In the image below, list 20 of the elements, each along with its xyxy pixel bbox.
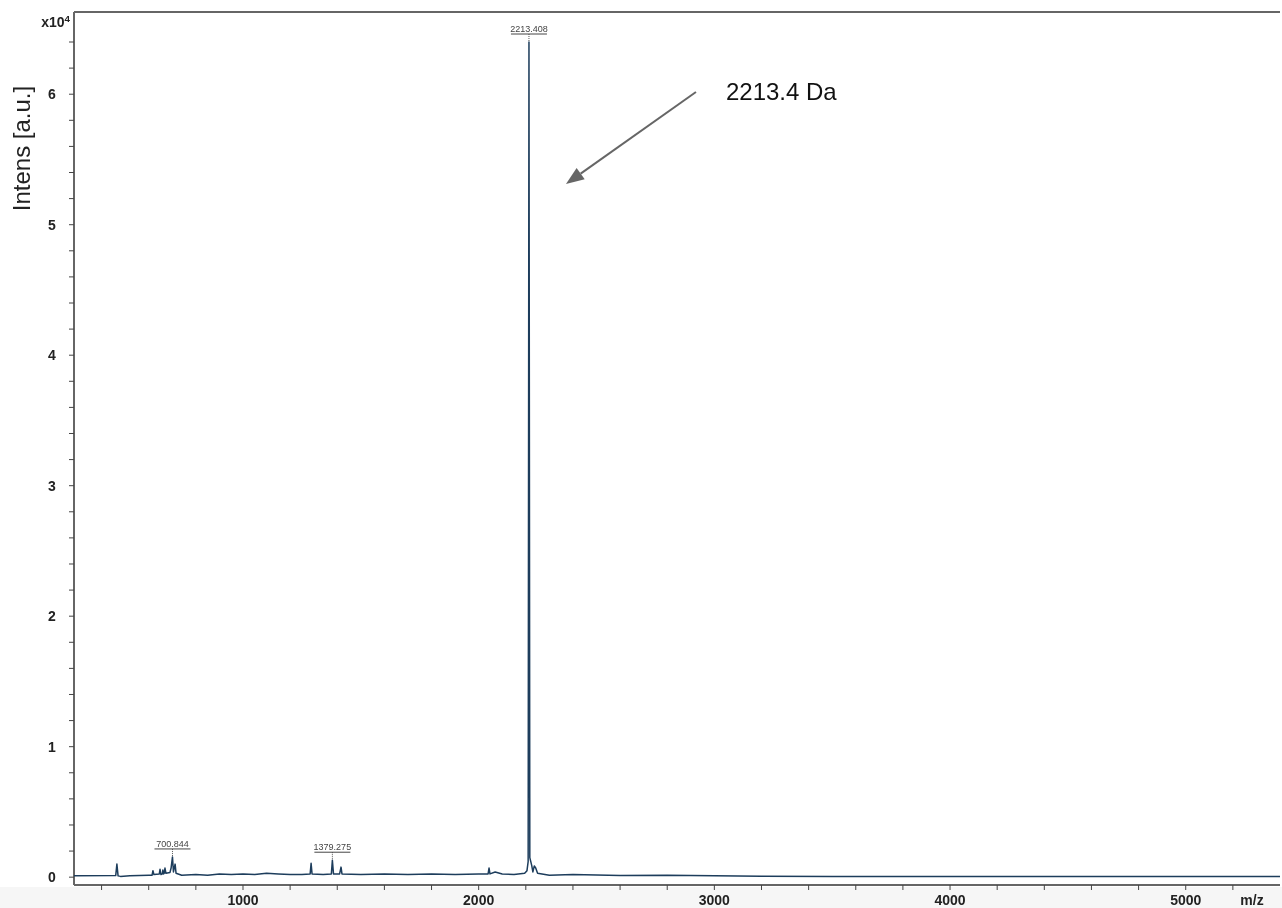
x-tick-label: 3000 — [698, 892, 731, 908]
y-axis-title: Intens [a.u.] — [8, 85, 35, 212]
y-tick-label: 6 — [48, 86, 57, 103]
x-tick-label: 4000 — [934, 892, 966, 908]
y-tick-label: 5 — [48, 216, 57, 233]
annotation: 2213.4 Da — [725, 78, 838, 106]
y-tick-label: 1 — [48, 738, 57, 755]
annotation: 1379.275 — [313, 842, 352, 853]
y-tick-label: 4 — [48, 347, 57, 364]
y-tick-label: 2 — [48, 608, 57, 625]
annotation: 2213.408 — [510, 24, 548, 35]
x-tick-label: 1000 — [227, 892, 259, 908]
x-tick-label: 2000 — [463, 892, 495, 908]
x-axis-title: m/z — [1240, 892, 1264, 908]
x-tick-label: 5000 — [1170, 892, 1202, 908]
annotation: 700.844 — [156, 838, 189, 849]
line-series — [73, 41, 1281, 878]
text: x10$^{4}$ — [41, 12, 71, 30]
y-tick-label: 3 — [48, 477, 57, 494]
y-tick-label: 0 — [48, 869, 57, 886]
